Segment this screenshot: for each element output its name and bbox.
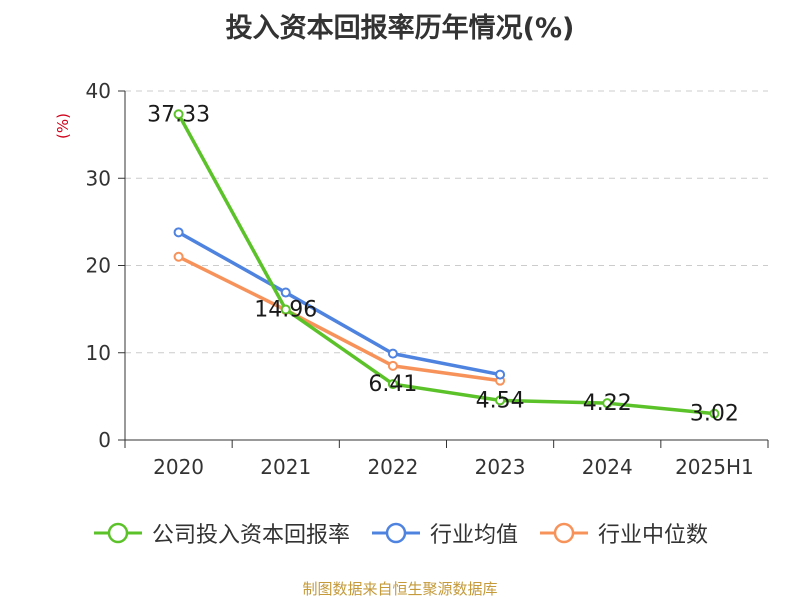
x-tick-label: 2023: [475, 455, 526, 479]
x-tick-label: 2020: [153, 455, 204, 479]
data-label: 4.54: [476, 388, 525, 413]
data-label: 3.02: [690, 402, 739, 427]
y-axis-unit-label: (%): [54, 113, 72, 139]
data-point: [173, 251, 184, 262]
series-line: [176, 230, 502, 377]
legend-label: 行业中位数: [598, 523, 709, 548]
legend-marker-icon: [540, 522, 588, 544]
legend-item[interactable]: 行业均值: [370, 517, 518, 549]
data-label: 14.96: [254, 297, 317, 322]
data-point: [280, 304, 291, 315]
y-tick-label: 30: [86, 166, 111, 190]
series-line: [176, 112, 717, 416]
data-point: [495, 369, 506, 380]
grid-layer: [125, 90, 768, 354]
x-tick-label: 2025H1: [675, 455, 754, 479]
data-point: [495, 395, 506, 406]
data-point: [602, 398, 613, 409]
axis-layer: 0 10 20 30 40 2020 2021 2022 2023 2024 2025H1: [86, 79, 769, 479]
series-line: [176, 255, 502, 383]
data-label: 37.33: [147, 102, 210, 127]
data-label-layer: 37.33 14.96 6.41 4.54 4.22 3.02: [147, 102, 739, 426]
source-text: 制图数据来自恒生聚源数据库: [302, 580, 498, 598]
x-tick-label: 2022: [367, 455, 418, 479]
legend-item[interactable]: 行业中位数: [538, 517, 708, 549]
data-label: 6.41: [368, 372, 417, 397]
y-tick-label: 10: [86, 341, 111, 365]
legend-label: 行业均值: [429, 523, 518, 548]
data-point: [387, 379, 398, 390]
data-point: [709, 408, 720, 419]
data-point: [387, 348, 398, 359]
data-label: 4.22: [583, 391, 632, 416]
chart-title: 投入资本回报率历年情况(%): [225, 13, 575, 44]
x-tick-label: 2021: [260, 455, 311, 479]
x-tick-label: 2024: [582, 455, 633, 479]
legend-marker-icon: [371, 522, 420, 544]
data-point: [173, 109, 184, 120]
data-point: [387, 360, 398, 371]
legend-item[interactable]: 公司投入资本回报率: [92, 517, 350, 549]
y-tick-label: 40: [86, 79, 111, 103]
y-tick-label: 0: [98, 428, 111, 452]
y-tick-label: 20: [86, 254, 111, 278]
data-point: [280, 287, 291, 298]
series-layer: [173, 109, 720, 419]
legend: 公司投入资本回报率 行业均值 行业中位数: [0, 517, 800, 549]
legend-label: 公司投入资本回报率: [151, 523, 350, 548]
data-point: [173, 227, 184, 238]
legend-marker-icon: [93, 522, 142, 544]
